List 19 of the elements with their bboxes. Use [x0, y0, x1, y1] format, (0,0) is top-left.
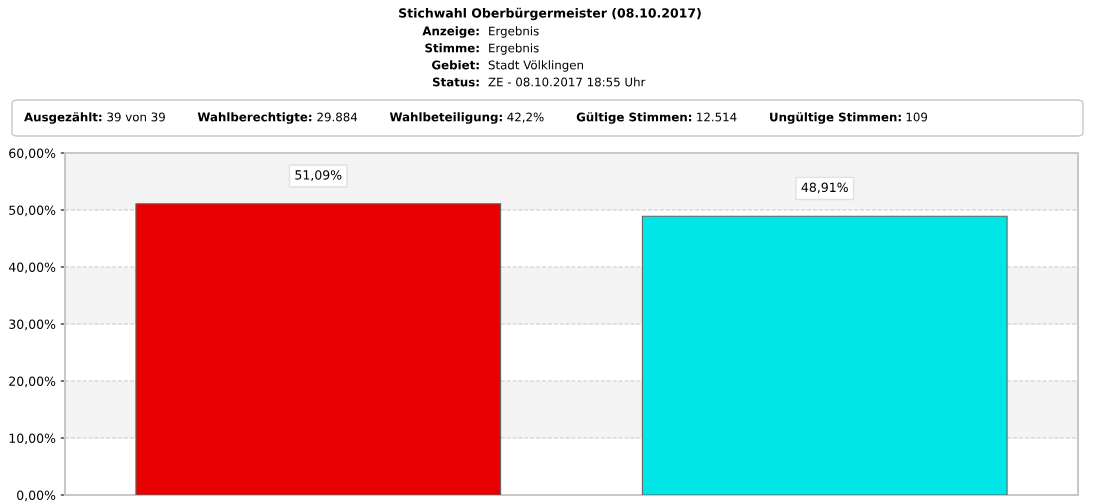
data-label: 51,09% — [295, 170, 342, 181]
y-tick-label: 60,00% — [9, 148, 56, 160]
text: Wahlberechtigte: 29.884 — [197, 112, 358, 124]
y-tick-label: 20,00% — [9, 376, 56, 388]
y-tick-label: 0,00% — [17, 490, 56, 502]
text: Gültige Stimmen: 12.514 — [576, 112, 737, 124]
y-tick-label: 30,00% — [9, 319, 56, 331]
chart-title: Stichwahl Oberbürgermeister (08.10.2017) — [399, 7, 701, 21]
text: Gebiet: Stadt Völklingen — [432, 60, 584, 72]
text: Status: ZE - 08.10.2017 18:55 Uhr — [432, 77, 646, 87]
y-tick-label: 50,00% — [9, 205, 56, 217]
y-tick-label: 40,00% — [8, 262, 56, 274]
text: Wahlbeteiligung: 42,2% — [389, 112, 544, 124]
text: Ungültige Stimmen: 109 — [770, 112, 928, 124]
data-label: 48,91% — [801, 182, 848, 194]
text: Stimme: Ergebnis — [425, 43, 539, 55]
text: Anzeige: Ergebnis — [422, 26, 539, 38]
y-tick-label: 10,00% — [9, 433, 56, 445]
text: Ausgezählt: 39 von 39 — [24, 112, 165, 124]
